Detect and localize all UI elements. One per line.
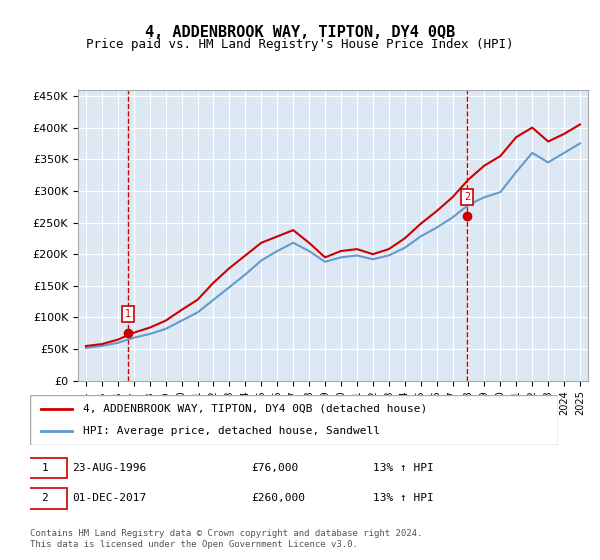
Text: 13% ↑ HPI: 13% ↑ HPI bbox=[373, 463, 434, 473]
Text: 1: 1 bbox=[41, 463, 48, 473]
Text: 1: 1 bbox=[125, 309, 131, 319]
Text: 13% ↑ HPI: 13% ↑ HPI bbox=[373, 493, 434, 503]
Text: 2: 2 bbox=[464, 192, 470, 202]
Text: Price paid vs. HM Land Registry's House Price Index (HPI): Price paid vs. HM Land Registry's House … bbox=[86, 38, 514, 51]
Text: Contains HM Land Registry data © Crown copyright and database right 2024.
This d: Contains HM Land Registry data © Crown c… bbox=[30, 529, 422, 549]
Text: £260,000: £260,000 bbox=[252, 493, 306, 503]
FancyBboxPatch shape bbox=[30, 395, 558, 445]
Text: HPI: Average price, detached house, Sandwell: HPI: Average price, detached house, Sand… bbox=[83, 426, 380, 436]
Text: 23-AUG-1996: 23-AUG-1996 bbox=[72, 463, 146, 473]
Text: £76,000: £76,000 bbox=[252, 463, 299, 473]
FancyBboxPatch shape bbox=[22, 488, 67, 508]
Polygon shape bbox=[78, 90, 588, 381]
FancyBboxPatch shape bbox=[22, 458, 67, 478]
Text: 01-DEC-2017: 01-DEC-2017 bbox=[72, 493, 146, 503]
Text: 2: 2 bbox=[41, 493, 48, 503]
Text: 4, ADDENBROOK WAY, TIPTON, DY4 0QB (detached house): 4, ADDENBROOK WAY, TIPTON, DY4 0QB (deta… bbox=[83, 404, 427, 414]
Text: 4, ADDENBROOK WAY, TIPTON, DY4 0QB: 4, ADDENBROOK WAY, TIPTON, DY4 0QB bbox=[145, 25, 455, 40]
